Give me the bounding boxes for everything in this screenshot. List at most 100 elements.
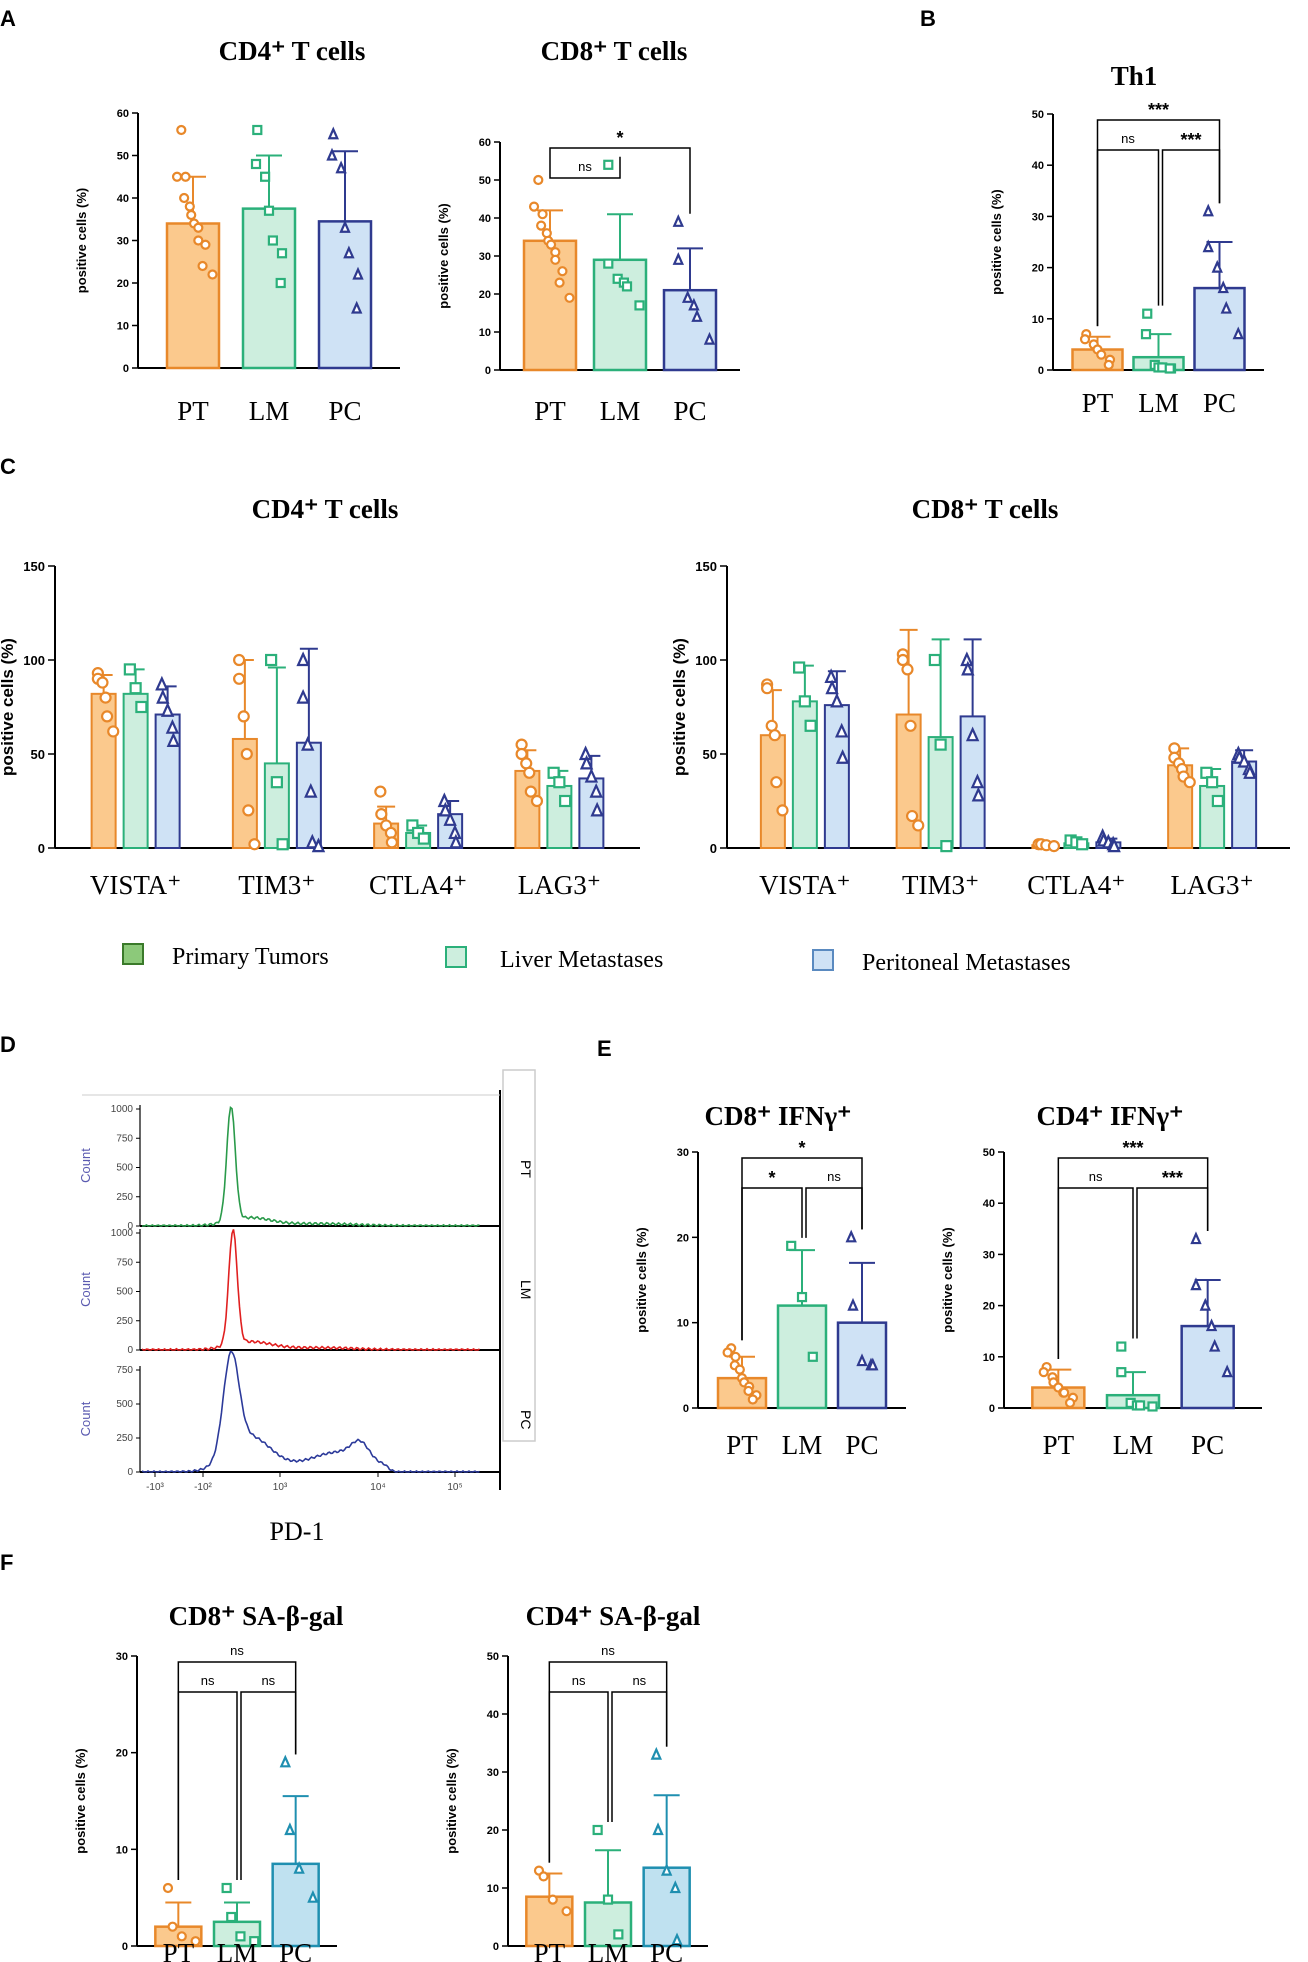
significance-label: ns: [601, 1643, 615, 1658]
data-point: [276, 838, 289, 851]
data-point: [825, 679, 839, 695]
data-point: [688, 297, 700, 311]
data-point: [602, 1894, 614, 1905]
data-point: [554, 277, 565, 288]
data-point: [221, 1882, 232, 1894]
flow-y-axis-label: Count: [78, 1148, 93, 1183]
chart-th1: Th1 0 10 20 30 40 50 positive cells (%) PT LM PC ns…: [989, 61, 1264, 418]
data-point: [129, 682, 142, 695]
flow-x-tick-label: -10²: [194, 1482, 212, 1493]
data-point: [965, 726, 980, 742]
data-point: [1202, 203, 1214, 217]
data-point: [743, 1385, 754, 1397]
bar-pc: [642, 1866, 691, 1948]
chart-cd8-ifng: CD8⁺ IFNγ⁺ 0 10 20 30 positive cells (%) PT LM P…: [634, 1101, 906, 1460]
data-point: [545, 239, 557, 250]
data-point: [1211, 794, 1224, 808]
y-tick-label: 20: [116, 1748, 128, 1760]
significance-label: ns: [230, 1643, 244, 1658]
data-point: [1232, 326, 1244, 340]
category-label-lm: LM: [600, 396, 641, 426]
histogram-lm: [141, 1229, 480, 1351]
significance-bracket: [549, 156, 621, 179]
data-point: [691, 309, 703, 322]
data-point: [1103, 359, 1114, 370]
data-point: [339, 220, 351, 233]
panel-letter-c: C: [0, 454, 16, 479]
data-point: [99, 691, 112, 704]
y-tick-label: 30: [487, 1767, 499, 1779]
panel-letter-d: D: [0, 1032, 16, 1057]
data-point: [1059, 1387, 1070, 1398]
category-label-lm: LM: [249, 396, 290, 426]
legend-swatch-peritoneal-metastases: [812, 949, 834, 971]
flow-y-tick-label: 750: [116, 1133, 133, 1144]
flow-y-tick-label: 250: [116, 1192, 133, 1203]
data-point: [240, 747, 253, 761]
significance-label: ns: [1121, 131, 1135, 146]
data-point: [970, 773, 985, 789]
data-point: [584, 767, 599, 783]
bar-lm: [122, 692, 149, 850]
flow-y-tick-label: 500: [116, 1287, 133, 1298]
data-point: [901, 663, 914, 676]
data-point: [305, 833, 320, 849]
data-point: [747, 1394, 758, 1405]
data-point: [260, 171, 271, 182]
data-point: [940, 840, 953, 853]
data-point: [160, 702, 175, 717]
data-point: [1190, 1277, 1202, 1291]
y-tick-label: 40: [117, 193, 129, 205]
flow-x-axis-label: PD-1: [270, 1517, 325, 1546]
data-point: [1183, 776, 1196, 789]
significance-label: ***: [1162, 1168, 1183, 1188]
chart-cd8-sa-b-gal: CD8⁺ SA-β-gal 0 10 20 30 positive cells (%) PT…: [73, 1601, 344, 1962]
data-point: [343, 245, 355, 259]
chart-title: CD8⁺ T cells: [912, 494, 1059, 524]
data-point: [438, 801, 453, 817]
data-point: [301, 735, 315, 751]
y-tick-label: 10: [1032, 314, 1044, 326]
data-point: [171, 171, 183, 182]
data-point: [207, 269, 218, 280]
category-label: CTLA4⁺: [369, 870, 467, 900]
data-point: [449, 833, 463, 849]
significance-bracket: [741, 1157, 863, 1341]
y-tick-label: 0: [38, 841, 45, 856]
data-point: [237, 710, 250, 723]
legend-peritoneal-metastases: Peritoneal Metastases: [862, 950, 1071, 976]
data-point: [537, 209, 548, 220]
data-point: [590, 801, 604, 817]
data-point: [896, 653, 909, 667]
data-point: [672, 214, 684, 227]
data-point: [669, 1880, 681, 1894]
significance-label: *: [798, 1138, 805, 1158]
chart-cd4-t-cells-a: CD4⁺ T cells 0 10 20 30 40 50 60 positive cells …: [74, 36, 400, 426]
data-point: [167, 1921, 178, 1932]
category-label-lm: LM: [588, 1938, 629, 1962]
y-tick-label: 50: [31, 747, 45, 762]
bar-pt: [165, 222, 221, 370]
flow-y-tick-label: 250: [116, 1316, 133, 1327]
flow-y-tick-label: 0: [127, 1221, 133, 1232]
chart-cd8-t-cells-checkpoints: CD8⁺ T cells 0 50 100 150 positive cells (%) V…: [670, 494, 1290, 900]
data-point: [730, 1351, 741, 1362]
category-label-pc: PC: [650, 1938, 683, 1962]
y-tick-label: 150: [695, 559, 717, 574]
category-label-pt: PT: [726, 1430, 758, 1460]
flow-y-tick-label: 250: [116, 1433, 133, 1444]
y-tick-label: 0: [493, 1941, 499, 1953]
significance-bracket: [1161, 149, 1221, 306]
category-label: LAG3⁺: [518, 870, 601, 900]
histogram-pc: [141, 1350, 480, 1473]
data-point: [335, 160, 347, 174]
significance-label: ns: [578, 159, 592, 174]
chart-title: Th1: [1111, 61, 1158, 91]
data-point: [1047, 840, 1061, 853]
significance-label: ***: [1180, 130, 1201, 150]
data-point: [613, 1929, 624, 1940]
data-point: [776, 804, 789, 817]
data-point: [1237, 752, 1251, 768]
panel-letter-b: B: [920, 6, 936, 31]
